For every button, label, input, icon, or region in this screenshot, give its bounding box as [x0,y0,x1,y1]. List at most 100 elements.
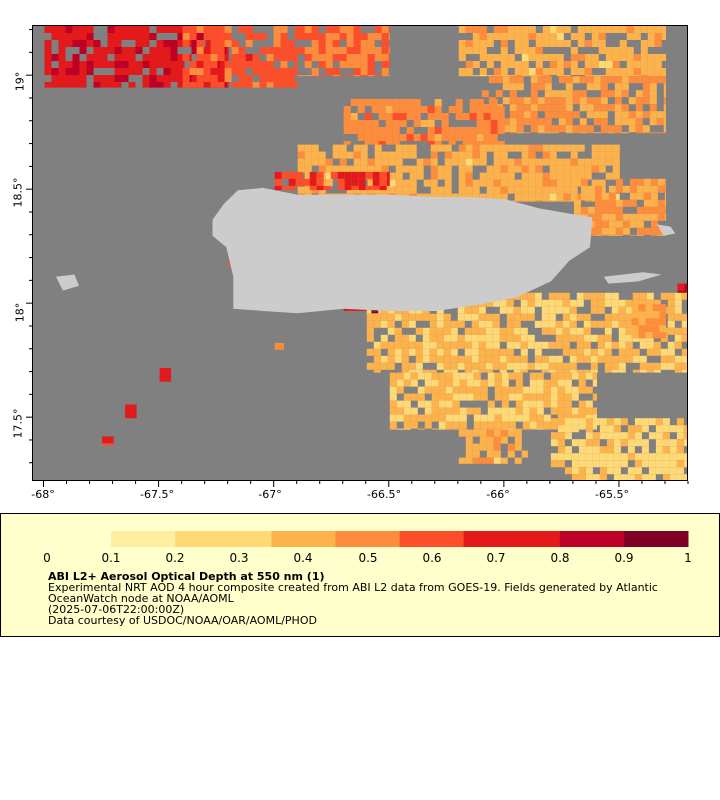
aod-cell [647,54,655,61]
aod-cell [628,97,636,105]
aod-cell [570,144,578,152]
aod-cell [529,414,537,422]
aod-cell [600,118,608,126]
aod-cell [210,40,218,47]
aod-cell [280,68,288,75]
aod-cell [396,414,404,422]
aod-cell [387,355,395,363]
aod-cell [500,158,508,166]
aod-cell [486,179,494,187]
aod-cell [72,33,80,40]
aod-cell [650,206,658,214]
aod-cell [325,172,333,180]
aod-cell [520,306,528,314]
aod-cell [380,355,388,363]
aod-cell [273,82,281,88]
aod-cell [452,421,460,429]
aod-cell [388,172,396,180]
aod-cell [502,118,510,126]
aod-cell [245,82,253,88]
aod-cell [273,47,281,54]
aod-cell [494,414,502,422]
aod-cell [534,292,542,300]
aod-cell [529,372,537,380]
aod-cell [647,26,655,33]
aod-cell [576,369,584,373]
aod-cell [479,54,487,61]
aod-cell [650,234,658,236]
aod-cell [403,421,411,429]
aod-cell [465,443,473,451]
aod-cell [514,436,522,444]
aod-cell [600,104,608,112]
aod-cell [513,320,521,328]
aod-cell [549,200,557,202]
aod-cell [403,372,411,380]
aod-cell [339,54,347,61]
aod-cell [676,467,684,475]
aod-cell [431,379,439,387]
aod-cell [535,193,543,201]
aod-cell [274,178,282,186]
aod-cell [530,104,538,112]
aod-cell [652,318,660,326]
aod-cell [224,33,232,40]
aod-cell [626,33,634,40]
aod-cell [374,158,382,166]
aod-cell [608,213,616,221]
aod-cell [479,151,487,159]
aod-cell [549,33,557,40]
aod-cell [86,68,94,75]
aod-cell [325,61,333,68]
aod-cell [135,40,143,47]
aod-cell [266,82,274,88]
aod-cell [344,178,352,186]
aod-cell [663,76,666,84]
aod-cell [497,113,505,120]
aod-cell [259,82,267,88]
aod-cell [423,179,431,187]
aod-cell [430,186,438,194]
aod-cell [464,369,472,373]
aod-cell [541,355,549,363]
aod-cell [436,320,444,328]
aod-cell [431,386,439,394]
aod-cell [565,118,573,126]
aod-cell [458,172,466,180]
aod-cell [508,407,516,415]
aod-cell [450,320,458,328]
aod-cell [238,61,246,68]
aod-cell [579,132,587,134]
aod-cell [597,341,605,349]
aod-cell [205,82,213,88]
aod-cell [625,299,633,307]
aod-cell [429,341,437,349]
aod-cell [287,68,295,75]
aod-cell [445,414,453,422]
aod-cell [360,33,368,40]
aod-cell [656,76,664,84]
aod-cell [618,362,626,370]
aod-cell [480,421,488,429]
aod-cell [622,227,630,235]
aod-cell [497,127,505,134]
aod-cell [408,362,416,370]
aod-cell [339,144,347,152]
aod-cell [325,33,333,40]
aod-cell [466,379,474,387]
aod-cell [654,54,662,61]
aod-cell [509,76,517,84]
aod-cell [451,151,459,159]
aod-cell [166,375,172,382]
aod-cell [584,26,592,33]
aod-cell [500,151,508,159]
aod-cell [466,393,474,401]
aod-cell [663,90,666,98]
aod-cell [536,407,544,415]
aod-cell [650,227,658,235]
aod-cell [429,320,437,328]
colorbar-tick-8: 0.8 [550,551,570,565]
aod-cell [396,379,404,387]
aod-cell [366,327,374,335]
aod-cell [374,47,382,54]
